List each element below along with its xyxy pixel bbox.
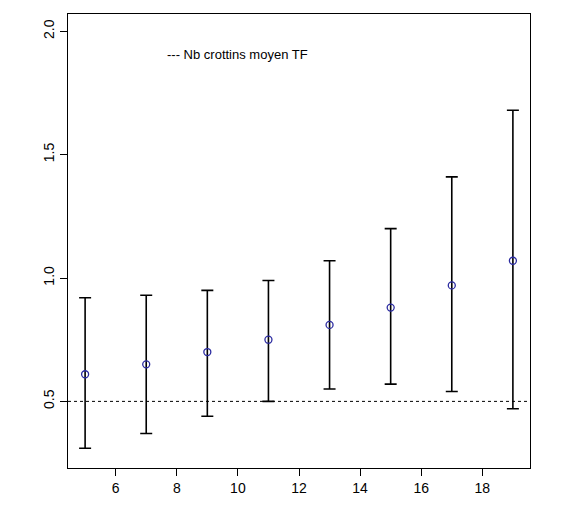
svg-text:10: 10 bbox=[230, 480, 246, 496]
svg-text:2.0: 2.0 bbox=[41, 19, 57, 39]
svg-text:12: 12 bbox=[291, 480, 307, 496]
svg-text:14: 14 bbox=[352, 480, 368, 496]
svg-text:8: 8 bbox=[173, 480, 181, 496]
svg-text:0.5: 0.5 bbox=[41, 389, 57, 409]
svg-text:6: 6 bbox=[112, 480, 120, 496]
svg-text:18: 18 bbox=[475, 480, 491, 496]
svg-text:--- Nb crottins moyen TF: --- Nb crottins moyen TF bbox=[167, 47, 308, 62]
svg-text:1.5: 1.5 bbox=[41, 143, 57, 163]
svg-text:16: 16 bbox=[413, 480, 429, 496]
svg-text:1.0: 1.0 bbox=[41, 266, 57, 286]
